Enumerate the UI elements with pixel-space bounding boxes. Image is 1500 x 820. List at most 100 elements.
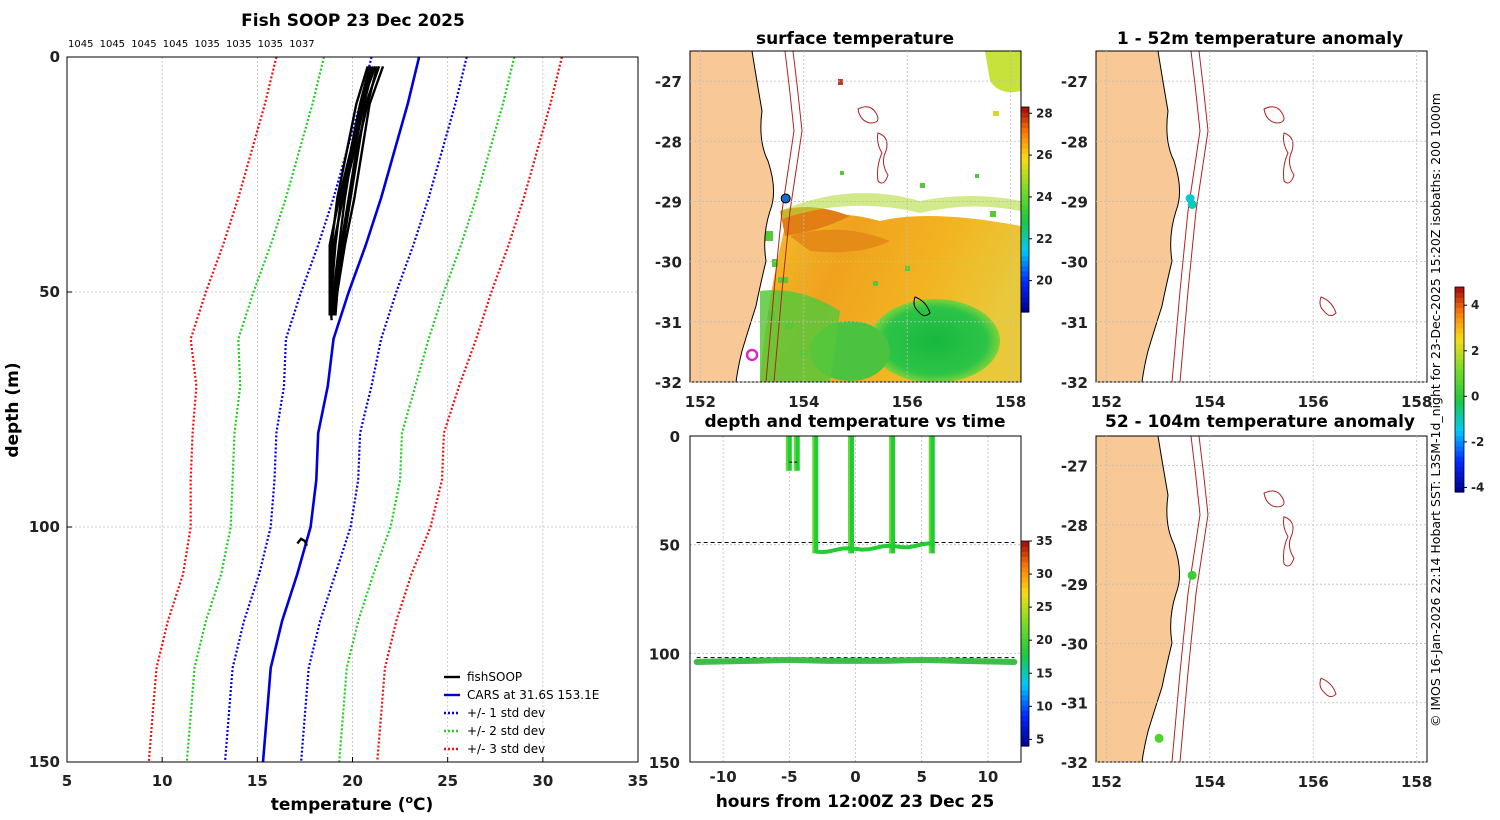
anomaly-lower-seamount-1 xyxy=(1263,490,1285,508)
timeseries-colorbar-segment xyxy=(1021,628,1029,634)
profile-tick-labels: 5 10 15 20 25 30 35 0 50 100 150 xyxy=(29,48,649,790)
anomaly-colorbar-segment xyxy=(1455,302,1464,309)
anomaly-colorbar-segment xyxy=(1455,420,1464,426)
sst-colorbar-segment xyxy=(1021,240,1029,246)
profile-xtick-label: 5 xyxy=(62,772,72,790)
sst-colorbar-segment xyxy=(1021,204,1029,211)
anomaly-upper-point xyxy=(1187,199,1197,209)
anomaly-upper-xtick-label: 154 xyxy=(1194,393,1225,411)
sst-colorbar-segment xyxy=(1021,142,1029,149)
sst-title: surface temperature xyxy=(756,29,954,49)
timeseries-colorbar-segment xyxy=(1021,546,1029,552)
anomaly-colorbar-label: -2 xyxy=(1471,435,1484,449)
anomaly-upper-ytick-label: -32 xyxy=(1061,374,1088,392)
timeseries-colorbar-segment xyxy=(1021,566,1029,573)
timeseries-colorbar-segment xyxy=(1021,607,1029,614)
sst-isobath-200 xyxy=(765,51,795,382)
anomaly-upper-seamount-1 xyxy=(1263,106,1285,124)
timeseries-ytick-label: 100 xyxy=(649,645,680,663)
timeseries-colorbar-segment xyxy=(1021,669,1029,675)
anomaly-colorbar-segment xyxy=(1455,466,1464,473)
sst-colorbar-label: 28 xyxy=(1036,106,1053,120)
timeseries-grid xyxy=(690,436,1021,762)
sst-colorbar-segment xyxy=(1021,107,1029,113)
anomaly-lower-grid xyxy=(1096,436,1427,763)
anomaly-colorbar-segment xyxy=(1455,435,1464,442)
sst-xtick-label: 158 xyxy=(995,393,1026,411)
fishsoop-cast-line xyxy=(332,66,379,316)
profile-panel: Fish SOOP 23 Dec 2025 1045 1045 1045 1045 10… xyxy=(3,11,648,815)
profile-grid xyxy=(67,57,638,762)
legend-label: +/- 3 std dev xyxy=(467,742,545,756)
sst-cold-eddy xyxy=(870,299,1000,382)
sst-colorbar-segment xyxy=(1021,250,1029,257)
timeseries-colorbar-segment xyxy=(1021,725,1029,732)
anomaly-upper-xtick-label: 152 xyxy=(1091,393,1122,411)
anomaly-lower-isobath-1000 xyxy=(1179,436,1209,762)
legend-label: +/- 1 std dev xyxy=(467,706,545,720)
anomaly-upper-grid xyxy=(1096,51,1427,383)
cast-number-labels: 1045 1045 1045 1045 1035 1035 1035 1037 xyxy=(68,39,315,50)
sst-seamount-2 xyxy=(877,132,889,184)
anomaly-upper-plot-area xyxy=(1096,51,1337,382)
timeseries-colorbar-segment xyxy=(1021,674,1029,680)
sst-colorbar-segment xyxy=(1021,230,1029,236)
timeseries-colorbar-segment xyxy=(1021,710,1029,716)
timeseries-colorbar-segment xyxy=(1021,592,1029,598)
cast-number-label: 1035 xyxy=(194,39,219,50)
anomaly-colorbar: -4 -2 0 2 4 xyxy=(1454,286,1484,494)
sst-colorbar-segment xyxy=(1021,132,1029,139)
anomaly-lower-tick-labels: 152 154 156 158 -27 -28 -29 -30 -31 -32 xyxy=(1061,458,1432,791)
sd1-upper-line xyxy=(300,56,468,763)
sst-plot-area xyxy=(690,51,1021,382)
anomaly-colorbar-segment xyxy=(1455,297,1464,303)
anomaly-colorbar-segment xyxy=(1455,415,1464,421)
sst-colorbar-segment xyxy=(1021,153,1029,159)
bottom-track xyxy=(815,541,935,555)
anomaly-lower-ytick-label: -30 xyxy=(1061,635,1088,653)
anomaly-colorbar-segment xyxy=(1455,353,1464,360)
sst-ytick-label: -32 xyxy=(655,374,682,392)
anomaly-upper-ytick-label: -29 xyxy=(1061,193,1088,211)
sst-colorbar-segment xyxy=(1021,260,1029,267)
sst-colorbar-segment xyxy=(1021,158,1029,164)
anomaly-colorbar-segment xyxy=(1455,369,1464,375)
anomaly-colorbar-segment xyxy=(1455,384,1464,391)
sst-colorbar-segment xyxy=(1021,291,1029,298)
timeseries-colorbar-label: 15 xyxy=(1036,666,1053,680)
timeseries-colorbar-label: 5 xyxy=(1036,732,1044,746)
anomaly-upper-seamount-3 xyxy=(1319,296,1337,317)
anomaly-upper-isobath-1000 xyxy=(1179,51,1209,382)
sst-markers xyxy=(745,193,791,362)
anomaly-colorbar-segment xyxy=(1455,486,1464,493)
anomaly-colorbar-label: 2 xyxy=(1471,344,1479,358)
cast-number-label: 1035 xyxy=(258,39,283,50)
timeseries-colorbar-segment xyxy=(1021,684,1029,691)
anomaly-colorbar-segment xyxy=(1455,317,1464,324)
anomaly-colorbar-segment xyxy=(1455,287,1464,293)
timeseries-colorbar-segment xyxy=(1021,648,1029,655)
timeseries-colorbar-segment xyxy=(1021,617,1029,624)
sd3-lower-line xyxy=(147,56,278,763)
sst-colorbar-segment xyxy=(1021,112,1029,118)
timeseries-colorbar-segment xyxy=(1021,541,1029,547)
timeseries-ytick-label: 150 xyxy=(649,754,680,772)
anomaly-lower-points xyxy=(1154,570,1197,743)
xlabel-unit: C) xyxy=(413,795,433,815)
anomaly-colorbar-segment xyxy=(1455,312,1464,319)
sst-colorbar-segment xyxy=(1021,163,1029,170)
timeseries-ytick-label: 50 xyxy=(659,537,680,555)
anomaly-upper-seamount-2 xyxy=(1283,132,1295,184)
timeseries-colorbar-segment xyxy=(1021,556,1029,563)
sst-tick-labels: 152 154 156 158 -27 -28 -29 -30 -31 -32 xyxy=(655,73,1026,411)
anomaly-colorbar-segment xyxy=(1455,338,1464,344)
timeseries-xtick-label: -10 xyxy=(710,768,737,786)
sst-colorbar-label: 20 xyxy=(1036,274,1053,288)
sst-grid xyxy=(690,51,1021,383)
sst-colorbar-segment xyxy=(1021,245,1029,252)
anomaly-colorbar-segment xyxy=(1455,307,1464,314)
sst-colorbar-segment xyxy=(1021,301,1029,308)
sst-colorbar-segment xyxy=(1021,214,1029,221)
